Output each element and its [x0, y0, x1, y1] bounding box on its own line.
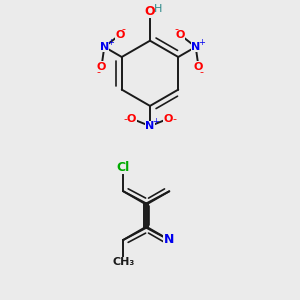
- Text: N: N: [100, 42, 109, 52]
- Text: O: O: [115, 30, 124, 40]
- Text: +: +: [152, 117, 159, 126]
- Text: -: -: [121, 24, 125, 34]
- Text: -: -: [96, 67, 100, 77]
- Text: O: O: [194, 61, 203, 71]
- Text: +: +: [107, 38, 114, 47]
- Text: O: O: [164, 114, 173, 124]
- Text: O: O: [97, 61, 106, 71]
- Text: -: -: [175, 24, 179, 34]
- Text: -: -: [200, 67, 204, 77]
- Text: -: -: [123, 114, 127, 124]
- Text: N: N: [164, 233, 175, 246]
- Text: O: O: [145, 5, 155, 19]
- Text: N: N: [191, 42, 200, 52]
- Text: N: N: [146, 121, 154, 131]
- Text: CH₃: CH₃: [112, 257, 134, 267]
- Text: +: +: [198, 38, 205, 47]
- Text: O: O: [176, 30, 185, 40]
- Text: H: H: [154, 4, 163, 14]
- Text: O: O: [127, 114, 136, 124]
- Text: Cl: Cl: [117, 161, 130, 174]
- Text: -: -: [173, 114, 177, 124]
